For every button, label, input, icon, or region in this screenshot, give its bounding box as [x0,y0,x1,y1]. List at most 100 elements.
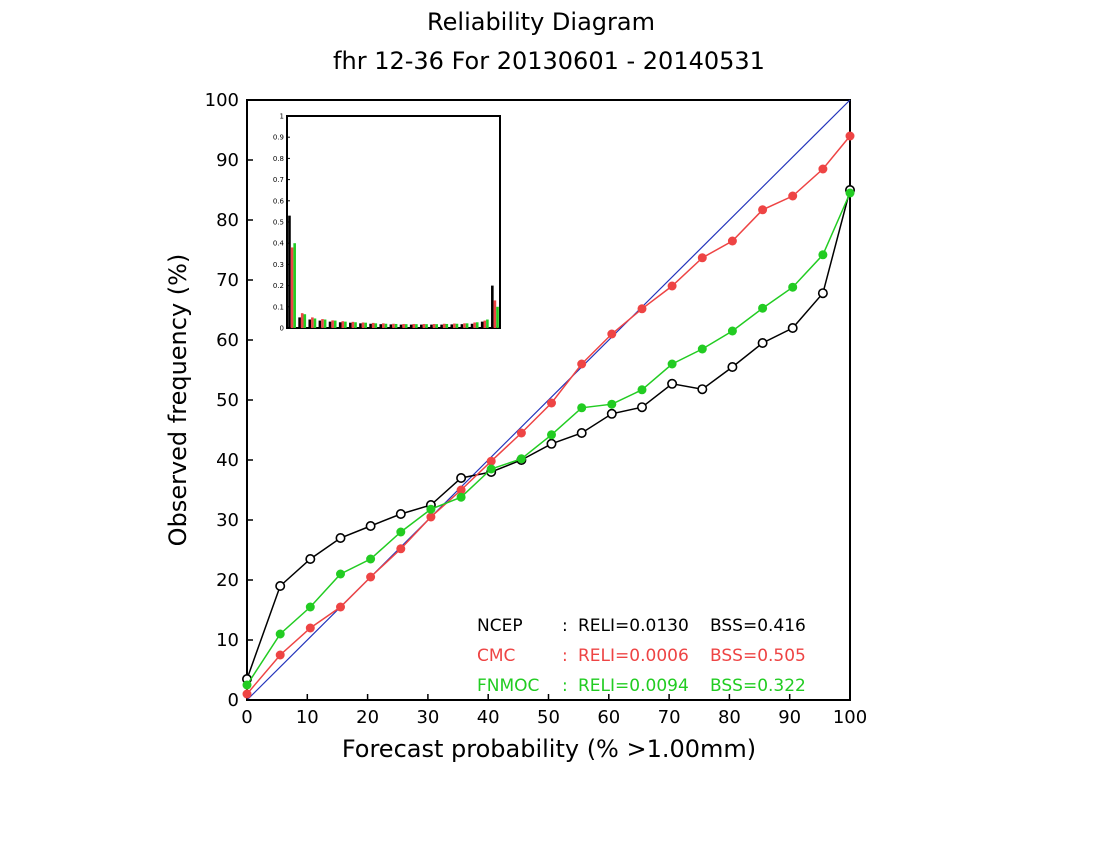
inset-bar-ncep [409,324,413,328]
inset-y-tick-label: 0.9 [273,134,284,142]
inset-bar-fnmoc [333,320,337,328]
data-point-ncep [546,438,557,449]
inset-bar-cmc [382,323,385,328]
inset-histogram: 0 0.1 0.2 0.3 0.4 0.5 0.6 0.7 0.8 0.9 1 [273,113,501,333]
inset-y-tick-label: 0.2 [273,282,284,290]
inset-bar-ncep [298,317,301,328]
data-point-fnmoc [275,629,285,639]
y-tick-label: 90 [216,150,239,171]
stats-model-name: NCEP [477,616,523,636]
data-point-fnmoc [758,303,768,313]
inset-bar-fnmoc [323,319,327,328]
inset-y-tick-label: 0.1 [273,303,284,311]
x-tick-label: 30 [416,707,439,728]
x-tick-label: 0 [241,707,252,728]
inset-bar-ncep [460,324,464,328]
inset-bar-ncep [420,324,423,328]
x-tick-label: 100 [833,707,867,728]
data-point-ncep [275,580,286,591]
inset-bar-fnmoc [435,324,438,328]
data-point-cmc [547,398,556,408]
y-tick-label: 40 [216,450,239,471]
inset-bar-fnmoc [344,321,347,328]
inset-frame [286,115,501,329]
stats-model-name: CMC [477,646,515,666]
inset-bar-cmc [463,323,466,328]
data-point-fnmoc [242,680,252,690]
data-point-ncep [697,384,708,395]
data-point-fnmoc [818,250,828,260]
stats-row-fnmoc: FNMOC: RELI=0.0094 BSS=0.322 [477,676,806,696]
data-point-cmc [275,650,285,660]
data-point-cmc [788,191,798,201]
data-point-ncep [787,322,798,333]
x-tick-label: 70 [658,707,681,728]
inset-bar-ncep [318,320,322,328]
data-point-cmc [336,602,345,612]
inset-y-tick-label: 0.8 [273,155,284,163]
y-tick-label: 60 [216,330,239,351]
data-point-fnmoc [845,188,855,198]
inset-bar-fnmoc [445,323,449,328]
inset-bar-ncep [450,324,454,328]
inset-bar-fnmoc [496,306,499,328]
stats-legend: NCEP: RELI=0.0130 BSS=0.416 CMC: RELI=0.0006… [477,616,806,696]
x-tick-label: 10 [296,707,319,728]
inset-bar-ncep [288,215,291,328]
inset-bar-cmc [331,320,334,328]
data-point-ncep [305,553,316,564]
inset-bar-ncep [328,321,332,328]
inset-bar-ncep [369,323,372,328]
data-point-ncep [395,508,406,519]
data-point-fnmoc [456,492,466,502]
inset-bar-cmc [473,322,476,328]
inset-bar-fnmoc [465,323,469,328]
inset-bar-cmc [453,323,456,328]
inset-bar-fnmoc [293,243,296,328]
inset-y-tick-label: 0.4 [273,240,285,248]
y-tick-label: 80 [216,210,239,231]
data-point-ncep [456,472,467,483]
inset-bar-fnmoc [374,323,378,328]
data-point-fnmoc [667,359,677,369]
inset-bar-fnmoc [404,324,408,328]
data-point-fnmoc [486,464,496,474]
x-tick-label: 40 [477,707,500,728]
data-point-cmc [818,164,828,174]
x-tick-label: 50 [537,707,560,728]
stats-model-name: FNMOC [477,676,539,696]
inset-y-tick-label: 0.6 [273,197,285,205]
data-point-fnmoc [516,454,526,464]
data-point-cmc [577,359,587,369]
x-tick-label: 60 [597,707,620,728]
data-point-cmc [242,689,252,699]
stats-separator: : [562,616,568,636]
series-cmc [242,131,855,699]
y-tick-label: 10 [216,630,239,651]
data-point-fnmoc [366,554,376,564]
inset-bar-cmc [422,323,426,328]
data-point-cmc [697,253,707,263]
inset-y-tick-label: 0.3 [273,261,284,269]
data-point-ncep [576,427,587,438]
data-point-cmc [305,623,315,633]
x-axis-label: Forecast probability (% >1.00mm) [342,735,756,763]
inset-y-tick-label: 1 [280,113,284,121]
data-point-cmc [667,281,677,291]
inset-bar-fnmoc [364,322,367,328]
inset-bar-cmc [402,323,405,328]
x-tick-label: 80 [718,707,741,728]
stats-row-cmc: CMC: RELI=0.0006 BSS=0.505 [477,646,806,666]
inset-bar-ncep [491,285,494,328]
inset-bar-cmc [300,313,304,328]
inset-bar-cmc [311,317,314,328]
inset-bar-cmc [493,300,497,328]
stats-bss-value: BSS=0.416 [710,616,806,636]
inset-bar-ncep [389,324,393,328]
inset-bar-fnmoc [415,324,418,328]
inset-bar-cmc [290,247,294,328]
data-point-cmc [366,572,376,582]
data-point-fnmoc [727,326,737,336]
inset-bar-cmc [341,321,345,328]
